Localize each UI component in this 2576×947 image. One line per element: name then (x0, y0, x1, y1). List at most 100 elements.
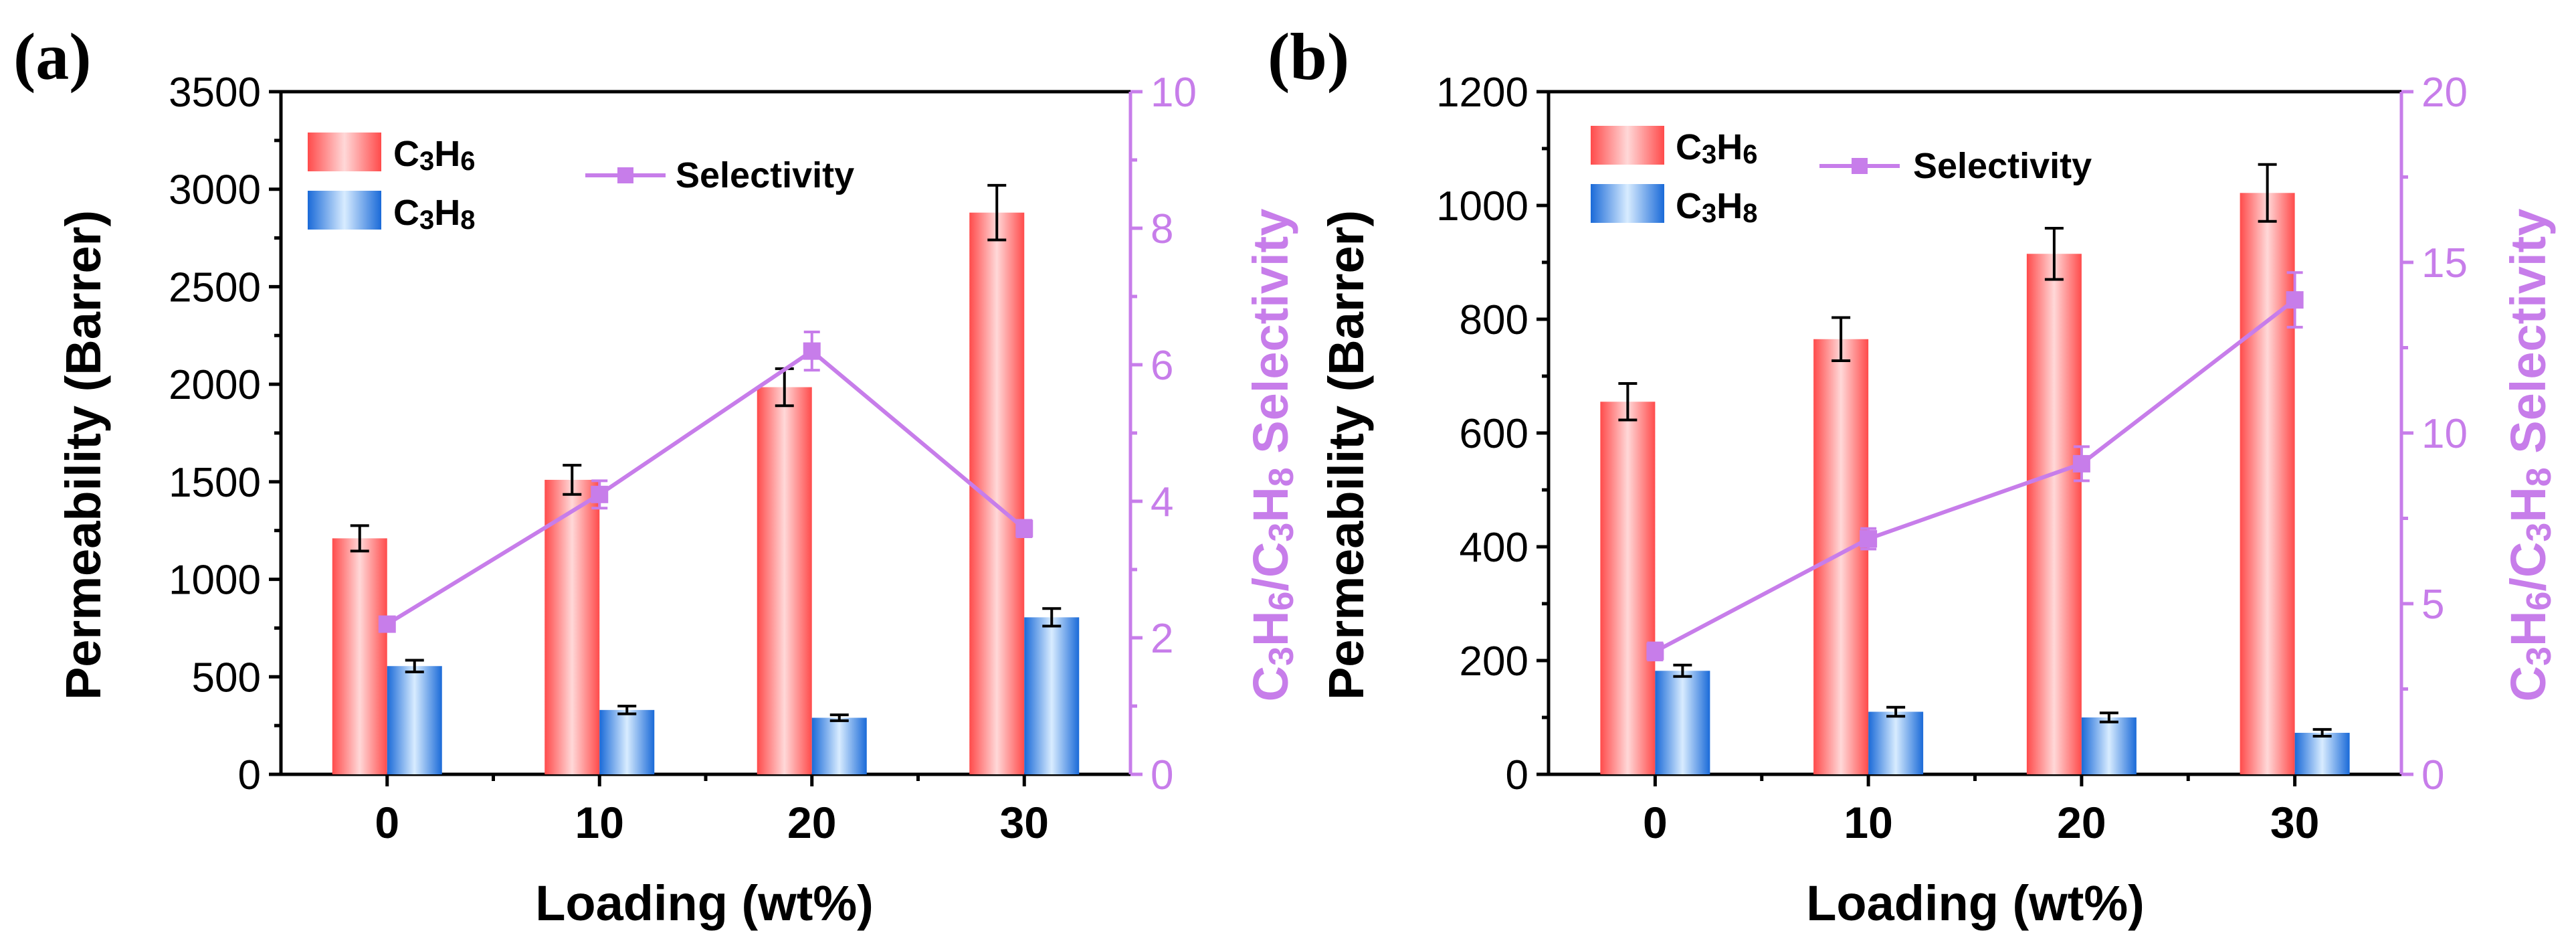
y-tick-label: 1000 (169, 557, 261, 604)
y-tick-label: 0 (1506, 752, 1528, 798)
y-tick-label: 200 (1460, 638, 1528, 685)
y-tick-label: 3000 (169, 167, 261, 213)
error-bar-c3h6 (1831, 316, 1851, 363)
legend-a: C3H6 C3H8 Selectivity (308, 133, 854, 235)
error-bar-c3h8 (829, 713, 849, 722)
y-tick-label: 3500 (169, 70, 261, 116)
error-bar-c3h6 (2044, 227, 2064, 281)
legend-label-selectivity: Selectivity (676, 155, 854, 195)
x-tick-label: 10 (1844, 798, 1892, 847)
error-bar-c3h8 (2099, 711, 2118, 723)
bar-c3h6 (2026, 254, 2082, 774)
bar-c3h8 (811, 717, 867, 774)
y2-tick-label: 0 (1151, 752, 1173, 798)
y-tick-label: 2000 (169, 362, 261, 408)
error-bar-c3h8 (405, 659, 424, 673)
x-tick-label: 30 (2270, 798, 2319, 847)
y-tick-label: 1000 (1436, 183, 1528, 230)
y2-tick-label: 4 (1151, 479, 1173, 525)
x-axis-title-b: Loading (wt%) (1806, 875, 2145, 931)
selectivity-point (2286, 291, 2304, 309)
x-tick-label: 30 (1000, 798, 1049, 847)
panel-b: (b) Permeability (Barrer) Loading (wt%) … (1268, 19, 2559, 931)
bar-c3h6 (1600, 402, 1656, 774)
bar-c3h6 (332, 538, 387, 774)
error-bar-c3h8 (1042, 607, 1062, 628)
legend-label-selectivity: Selectivity (1913, 146, 2092, 186)
legend-swatch-c3h6 (1591, 126, 1664, 165)
y-tick-label: 800 (1460, 297, 1528, 343)
error-bar-c3h8 (1673, 663, 1692, 678)
plot-area-a: 0 500 1000 1500 2000 2500 3000 3500 0 2 4 6 8 10 0 10 20… (169, 70, 1197, 847)
y2-tick-label: 0 (2421, 752, 2444, 798)
legend-marker-selectivity (1852, 158, 1868, 174)
bar-c3h6 (969, 212, 1025, 775)
legend-b: C3H6 C3H8 Selectivity (1591, 126, 2092, 228)
legend-swatch-c3h8 (1591, 184, 1664, 223)
y-tick-label: 2500 (169, 264, 261, 311)
y2-tick-label: 15 (2421, 240, 2468, 286)
y2-axis-title-b: C3H6/C3H8 Selectivity (2500, 209, 2559, 702)
selectivity-point (1646, 642, 1664, 661)
panel-label-a: (a) (13, 19, 92, 94)
bar-c3h8 (1655, 671, 1710, 774)
bar-c3h6 (1813, 339, 1869, 774)
y2-tick-label: 10 (2421, 411, 2468, 457)
legend-swatch-c3h8 (308, 191, 381, 230)
y-tick-label: 600 (1460, 411, 1528, 457)
error-bar-c3h6 (2258, 163, 2277, 223)
y2-tick-label: 20 (2421, 70, 2468, 116)
error-bar-c3h6 (987, 183, 1007, 242)
y2-axis-title-a: C3H6/C3H8 Selectivity (1243, 209, 1301, 702)
y2-tick-label: 8 (1151, 206, 1173, 252)
y-tick-label: 0 (238, 752, 261, 798)
legend-swatch-c3h6 (308, 133, 381, 171)
legend-label-c3h8: C3H8 (393, 193, 476, 235)
y-tick-label: 1200 (1436, 70, 1528, 116)
panel-a: (a) Permeability (Barrer) Loading (wt%) … (13, 19, 1301, 931)
x-tick-label: 0 (375, 798, 399, 847)
y-tick-label: 1500 (169, 460, 261, 506)
x-tick-label: 20 (787, 798, 836, 847)
error-bar-c3h6 (1618, 382, 1638, 422)
legend-label-c3h8: C3H8 (1676, 186, 1758, 228)
bar-c3h8 (1024, 617, 1080, 774)
selectivity-line (1654, 298, 2296, 654)
selectivity-point (2072, 454, 2090, 472)
x-tick-label: 0 (1643, 798, 1668, 847)
bar-c3h8 (387, 666, 442, 774)
selectivity-point (378, 615, 396, 633)
error-bar-c3h8 (2312, 727, 2332, 738)
error-bar-c3h8 (617, 705, 637, 715)
y-axis-title-b: Permeability (Barrer) (1318, 210, 1374, 700)
bar-c3h8 (1868, 711, 1924, 774)
selectivity-point (1015, 519, 1033, 537)
selectivity-point (803, 342, 821, 360)
y2-tick-label: 5 (2421, 582, 2444, 628)
svg-text:Permeability (Barrer): Permeability (Barrer) (56, 210, 111, 700)
y2-tick-label: 10 (1151, 70, 1197, 116)
x-tick-label: 20 (2057, 798, 2106, 847)
y2-tick-label: 2 (1151, 616, 1173, 662)
y2-tick-label: 6 (1151, 343, 1173, 389)
bar-c3h8 (2081, 717, 2137, 774)
legend-label-c3h6: C3H6 (393, 134, 476, 176)
selectivity-point (591, 485, 609, 503)
y-axis-title-a: Permeability (Barrer) (56, 210, 111, 700)
selectivity-line (386, 348, 1026, 626)
legend-label-c3h6: C3H6 (1676, 127, 1758, 169)
bar-c3h6 (2240, 193, 2295, 774)
y-tick-label: 500 (192, 655, 261, 701)
x-axis-title-a: Loading (wt%) (535, 875, 874, 931)
legend-marker-selectivity (617, 167, 633, 183)
selectivity-point (1860, 530, 1878, 548)
bar-c3h6 (757, 387, 812, 774)
y-tick-label: 400 (1460, 525, 1528, 571)
bar-c3h8 (599, 709, 655, 774)
error-bar-c3h6 (563, 464, 582, 496)
x-tick-label: 10 (575, 798, 624, 847)
bar-c3h6 (544, 479, 600, 774)
panel-label-b: (b) (1268, 19, 1349, 94)
